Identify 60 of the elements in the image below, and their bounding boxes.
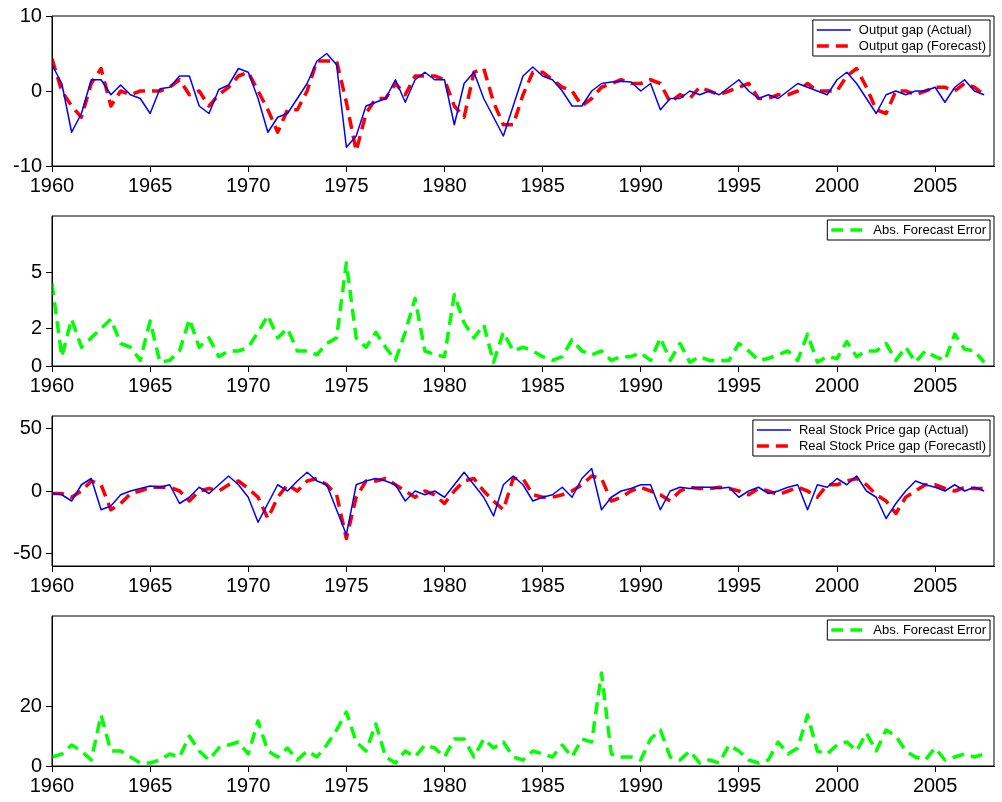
x-tick-label: 1960 [29, 373, 75, 396]
x-tick-label: 2005 [912, 373, 958, 396]
x-tick-label: 1980 [422, 173, 467, 196]
x-tick-label: 1965 [127, 373, 173, 396]
x-tick-label: 1985 [520, 173, 565, 196]
y-tick-label: 0 [30, 78, 42, 101]
y-tick-label: 0 [30, 753, 42, 776]
legend-label: Real Stock Price gap (Forecastl) [798, 437, 986, 453]
y-tick-label: 5 [30, 259, 42, 282]
y-tick-label: 2 [30, 316, 42, 339]
x-tick-label: 1995 [716, 573, 762, 596]
y-tick-label: -50 [13, 541, 42, 564]
x-tick-label: 1960 [29, 573, 75, 596]
x-tick-label: 2000 [814, 173, 860, 196]
line-series [52, 474, 986, 541]
x-tick-label: 1985 [520, 573, 565, 596]
line-series [52, 261, 986, 364]
x-tick-label: 2000 [814, 773, 860, 796]
x-tick-label: 1960 [29, 773, 75, 796]
legend-label: Real Stock Price gap (Actual) [798, 421, 969, 437]
x-tick-label: 1990 [618, 173, 663, 196]
x-tick-label: 1960 [29, 173, 75, 196]
x-tick-label: 1990 [618, 773, 663, 796]
y-tick-label: 0 [30, 353, 42, 376]
x-tick-label: 1990 [618, 373, 663, 396]
x-tick-label: 1980 [422, 573, 467, 596]
x-tick-label: 1980 [422, 773, 467, 796]
x-tick-label: 1995 [716, 173, 762, 196]
legend-label: Output gap (Forecast) [858, 37, 986, 53]
y-tick-label: -10 [13, 153, 42, 176]
x-tick-label: 2000 [814, 573, 860, 596]
x-tick-label: 1965 [127, 773, 173, 796]
x-tick-label: 1970 [226, 773, 271, 796]
legend-label: Output gap (Actual) [858, 21, 972, 37]
legend-label: Abs. Forecast Error [873, 621, 987, 637]
y-tick-label: 0 [30, 478, 42, 501]
x-tick-label: 1985 [520, 373, 565, 396]
x-tick-label: 1970 [226, 173, 271, 196]
x-tick-label: 2005 [912, 573, 958, 596]
x-tick-label: 2005 [912, 773, 958, 796]
x-tick-label: 1990 [618, 573, 663, 596]
legend-label: Abs. Forecast Error [873, 221, 987, 237]
x-tick-label: 1975 [324, 173, 369, 196]
y-tick-label: 50 [19, 416, 42, 439]
y-tick-label: 20 [19, 693, 42, 716]
x-tick-label: 1985 [520, 773, 565, 796]
x-tick-label: 1995 [716, 373, 762, 396]
y-tick-label: 10 [19, 3, 42, 26]
x-tick-label: 1965 [127, 173, 173, 196]
x-tick-label: 1970 [226, 573, 271, 596]
x-tick-label: 1975 [324, 373, 369, 396]
x-tick-label: 1970 [226, 373, 271, 396]
line-series [52, 671, 986, 765]
x-tick-label: 2000 [814, 373, 860, 396]
x-tick-label: 1965 [127, 573, 173, 596]
x-tick-label: 1995 [716, 773, 762, 796]
x-tick-label: 1975 [324, 773, 369, 796]
x-tick-label: 2005 [912, 173, 958, 196]
x-tick-label: 1980 [422, 373, 467, 396]
x-tick-label: 1975 [324, 573, 369, 596]
